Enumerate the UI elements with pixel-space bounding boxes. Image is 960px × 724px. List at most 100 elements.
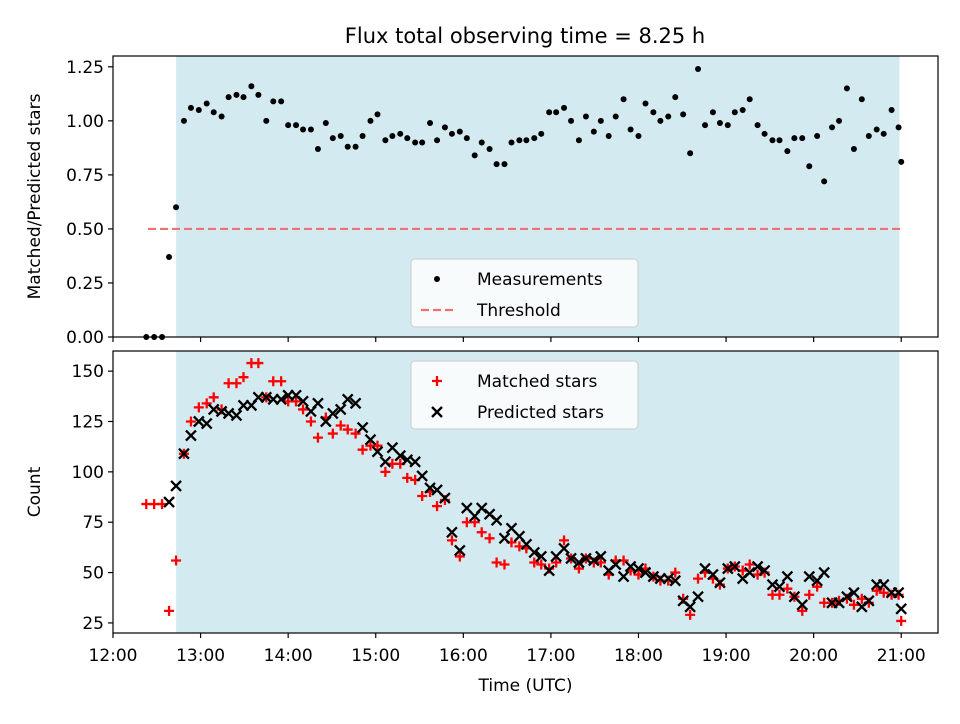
data-point xyxy=(797,605,808,616)
data-point xyxy=(374,111,381,118)
data-point xyxy=(434,137,441,144)
data-point xyxy=(617,570,630,583)
data-point xyxy=(776,137,783,144)
data-point xyxy=(446,535,457,546)
data-point xyxy=(758,564,771,577)
data-point xyxy=(620,96,627,103)
data-point xyxy=(263,117,270,124)
data-point xyxy=(322,120,329,127)
x-tick-label: 16:00 xyxy=(439,646,488,666)
data-point xyxy=(276,376,287,387)
data-point xyxy=(751,560,764,573)
data-point xyxy=(166,254,173,261)
series-predicted-stars xyxy=(163,389,908,615)
data-point xyxy=(379,455,392,468)
data-point xyxy=(612,113,619,120)
data-point xyxy=(344,143,351,150)
data-point xyxy=(896,615,907,626)
data-point xyxy=(575,137,582,144)
data-point xyxy=(285,122,292,129)
y-tick-label: 0.25 xyxy=(66,274,104,294)
data-point xyxy=(397,130,404,137)
data-point xyxy=(409,455,421,468)
x-axis-label: Time (UTC) xyxy=(478,676,573,696)
data-point xyxy=(424,482,436,494)
data-point xyxy=(871,585,882,596)
data-point xyxy=(350,428,361,439)
data-point xyxy=(791,135,798,142)
data-point xyxy=(329,135,336,142)
data-point xyxy=(514,541,525,552)
data-point xyxy=(478,139,485,146)
data-point xyxy=(573,563,584,574)
data-point xyxy=(573,556,585,569)
data-point xyxy=(895,124,902,131)
data-point xyxy=(185,429,197,442)
data-point xyxy=(200,417,213,430)
data-point xyxy=(163,496,175,508)
data-point xyxy=(538,130,545,137)
data-point xyxy=(248,83,255,90)
data-point xyxy=(230,409,243,422)
data-point xyxy=(692,590,704,603)
data-point xyxy=(680,111,687,118)
data-point xyxy=(784,148,791,155)
data-point xyxy=(402,472,413,483)
data-point xyxy=(695,65,702,72)
data-point xyxy=(716,120,723,127)
data-point xyxy=(463,135,470,142)
data-point xyxy=(412,139,419,146)
y-tick-label: 100 xyxy=(72,463,104,483)
y-axis-label: Matched/Predicted stars xyxy=(25,93,45,299)
data-point xyxy=(180,117,187,124)
data-point xyxy=(888,107,895,114)
data-point xyxy=(568,117,575,124)
data-point xyxy=(642,100,649,107)
data-point xyxy=(454,551,465,562)
y-tick-label: 25 xyxy=(82,614,104,634)
data-point xyxy=(342,424,353,435)
data-point xyxy=(766,578,779,591)
y-tick-label: 1.00 xyxy=(66,112,104,132)
data-point xyxy=(806,163,813,170)
data-point xyxy=(880,130,887,137)
data-point xyxy=(814,132,821,139)
data-point xyxy=(173,204,180,211)
legend-marker xyxy=(434,276,440,282)
x-tick-label: 20:00 xyxy=(789,646,838,666)
chart-title: Flux total observing time = 8.25 h xyxy=(345,24,705,48)
data-point xyxy=(898,158,905,165)
data-point xyxy=(812,581,823,592)
data-point xyxy=(356,421,369,434)
legend-label: Predicted stars xyxy=(477,403,604,423)
data-point xyxy=(773,580,786,593)
data-point xyxy=(490,514,503,527)
data-point xyxy=(892,586,905,599)
data-point xyxy=(605,132,612,139)
legend-label: Matched stars xyxy=(477,372,597,392)
data-point xyxy=(516,137,523,144)
data-point xyxy=(312,397,324,410)
data-point xyxy=(714,576,726,589)
data-point xyxy=(164,605,175,616)
data-point xyxy=(208,392,219,403)
data-point xyxy=(240,94,247,101)
data-point xyxy=(260,391,273,404)
data-point xyxy=(187,104,194,111)
data-point xyxy=(724,122,731,129)
data-point xyxy=(662,572,675,585)
data-point xyxy=(650,109,657,116)
data-point xyxy=(454,544,466,557)
data-point xyxy=(693,573,704,584)
data-point xyxy=(721,562,734,575)
data-point xyxy=(327,428,338,439)
data-point xyxy=(669,574,682,587)
y-tick-label: 0.50 xyxy=(66,220,104,240)
data-point xyxy=(743,566,756,579)
y-tick-label: 125 xyxy=(72,413,104,433)
data-point xyxy=(633,569,644,580)
data-point xyxy=(803,570,816,583)
data-point xyxy=(364,433,377,446)
x-tick-label: 17:00 xyxy=(526,646,575,666)
data-point xyxy=(448,130,455,137)
